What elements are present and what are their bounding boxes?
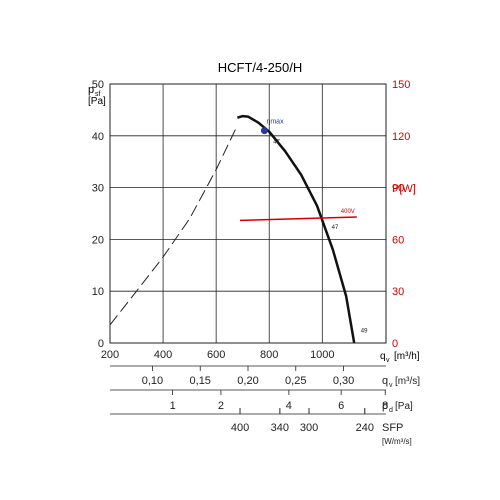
scale-label: 340 xyxy=(271,422,289,434)
curve-annotation: 49 xyxy=(361,329,368,335)
y-axis-ticks: 0 10 20 30 40 50 xyxy=(92,79,104,350)
scale-label: 4 xyxy=(286,400,292,412)
y-tick-label: 40 xyxy=(92,131,104,143)
series-line xyxy=(237,114,356,344)
scale-label: 0,10 xyxy=(142,375,163,387)
series-group: 400V ηmax 47 47 49 xyxy=(109,114,368,344)
x-axis-subscript: v xyxy=(386,357,390,364)
scale-label: 0,30 xyxy=(333,375,354,387)
x-tick-label: 600 xyxy=(207,349,225,361)
y-axis-subscript: sf xyxy=(95,91,101,98)
y-tick-label: 50 xyxy=(92,79,104,91)
x-axis-unit: [m³/h] xyxy=(394,351,420,362)
eta-max-label: ηmax xyxy=(266,119,284,126)
y-tick-label: 10 xyxy=(92,286,104,298)
y2-axis-label: P[W] xyxy=(392,183,416,195)
series-label: 400V xyxy=(341,209,355,215)
x-tick-label: 400 xyxy=(154,349,172,361)
eta-max-marker xyxy=(260,127,268,135)
scale-label: 0,25 xyxy=(285,375,306,387)
scale-name: p xyxy=(382,400,388,412)
y2-tick-label: 0 xyxy=(392,338,398,350)
x-axis-ticks: 200 400 600 800 1000 xyxy=(101,349,335,361)
scale-name: SFP xyxy=(382,422,403,434)
y-tick-label: 0 xyxy=(98,338,104,350)
scale-label: 300 xyxy=(300,422,318,434)
y2-tick-label: 60 xyxy=(392,234,404,246)
scale-unit: [Pa] xyxy=(395,401,413,412)
grid xyxy=(109,83,387,344)
chart-title: HCFT/4-250/H xyxy=(218,60,303,75)
scale-label: 240 xyxy=(356,422,374,434)
scale-label: 400 xyxy=(231,422,249,434)
scale-unit: [W/m³/s] xyxy=(382,437,412,446)
y-axis-unit: [Pa] xyxy=(88,96,106,107)
y-tick-label: 20 xyxy=(92,234,104,246)
scale-label: 0,15 xyxy=(190,375,211,387)
x-tick-label: 200 xyxy=(101,349,119,361)
scale-name: q xyxy=(382,375,388,387)
x-tick-label: 800 xyxy=(260,349,278,361)
y2-tick-label: 120 xyxy=(392,131,410,143)
scale-subscript: v xyxy=(389,382,393,389)
y-axis-label: p xyxy=(88,84,94,96)
y2-tick-label: 90 xyxy=(392,183,404,195)
scale-subscript: d xyxy=(389,407,393,414)
y2-axis-ticks: 0 30 60 90 120 150 xyxy=(392,79,410,350)
extra-scales: 0,10 0,15 0,20 0,25 0,30 q v [m³/s] 1 2 4 6 8p d [Pa] 4… xyxy=(110,365,420,446)
x-axis-label: q xyxy=(380,351,386,362)
series-line xyxy=(109,125,238,326)
scale-unit: [m³/s] xyxy=(395,376,420,387)
x-tick-label: 1000 xyxy=(310,349,334,361)
series-line xyxy=(239,216,357,222)
curve-annotation: 47 xyxy=(332,225,339,231)
curve-annotation: 47 xyxy=(273,140,280,146)
scale-label: 2 xyxy=(218,400,224,412)
scale-label: 6 xyxy=(338,400,344,412)
y2-tick-label: 150 xyxy=(392,79,410,91)
y2-tick-label: 30 xyxy=(392,286,404,298)
scale-label: 1 xyxy=(170,400,176,412)
y-tick-label: 30 xyxy=(92,183,104,195)
scale-label: 0,20 xyxy=(237,375,258,387)
scale-label: 8 xyxy=(382,400,388,412)
